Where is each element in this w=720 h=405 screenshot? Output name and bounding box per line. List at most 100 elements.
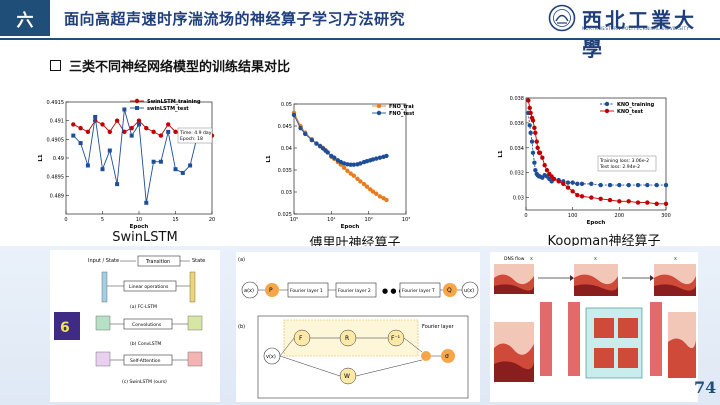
data-point — [635, 182, 641, 188]
data-point — [188, 163, 193, 168]
legend-marker — [376, 103, 382, 109]
f-label: F — [299, 335, 303, 342]
x-tick-label: 10³ — [402, 217, 410, 223]
data-point — [93, 114, 98, 119]
data-point — [635, 200, 641, 205]
data-point — [85, 129, 91, 135]
linear-ops-label: Linear operations — [129, 284, 169, 290]
data-point — [370, 157, 376, 162]
x-tick-label: 10⁰ — [290, 217, 298, 223]
data-point — [151, 159, 156, 164]
emblem-icon — [548, 4, 576, 32]
data-point — [100, 167, 105, 172]
y-tick-label: 0.04 — [281, 146, 292, 152]
data-point — [71, 133, 76, 138]
square-bullet-icon — [50, 60, 61, 71]
data-point — [551, 176, 557, 182]
x-tick-label: 0 — [64, 217, 67, 223]
x-tick-label: 20 — [209, 217, 215, 223]
legend-label: KNO_test — [617, 109, 644, 115]
legend-label: KNO_training — [617, 102, 655, 108]
data-point — [355, 176, 360, 181]
data-point — [122, 107, 127, 112]
kno-loss-chart: 0 100 200 300 0.03 0.032 0.034 0.036 0.038 Epoch L… — [498, 96, 671, 226]
data-point — [100, 122, 105, 127]
data-point — [309, 137, 315, 143]
data-point — [654, 201, 659, 206]
data-point — [384, 153, 389, 159]
x-tick-label: 300 — [661, 213, 671, 219]
r-label: R — [345, 335, 349, 342]
flow-field-3 — [654, 264, 696, 296]
flow-field-2 — [574, 264, 618, 296]
data-point — [107, 129, 113, 135]
vx-label: v(x) — [266, 354, 276, 360]
y-tick-label: 0.025 — [278, 212, 292, 218]
data-point — [663, 182, 669, 188]
data-point — [579, 194, 585, 199]
data-point — [115, 182, 120, 187]
data-point — [565, 180, 571, 185]
transition-label: Transition — [145, 259, 170, 265]
data-point — [358, 161, 363, 166]
x-axis-label: Epoch — [587, 220, 606, 226]
sigma-node — [441, 349, 455, 363]
annotation-text: Time: 4.9 day — [179, 130, 212, 136]
data-point — [575, 181, 580, 187]
y-tick-label: 0.489 — [50, 193, 64, 199]
data-point — [384, 197, 389, 203]
data-point — [527, 123, 532, 128]
legend-marker — [376, 110, 382, 116]
data-point — [533, 130, 538, 136]
data-point — [341, 165, 347, 170]
data-point — [348, 171, 353, 176]
annotation-box — [177, 127, 213, 144]
annotation-box — [597, 155, 657, 172]
encoder-block-2 — [568, 302, 580, 376]
y-tick-label: 0.032 — [510, 171, 524, 177]
kno-architecture-diagram: DNS flow x x x — [490, 252, 698, 402]
data-point — [528, 130, 533, 136]
data-point — [537, 150, 543, 155]
decoder-block — [650, 302, 662, 376]
annotation-text: Epoch: 18 — [180, 136, 203, 142]
y-tick-label: 0.4895 — [47, 175, 65, 181]
y-tick-label: 0.05 — [281, 102, 292, 108]
data-point — [626, 182, 631, 188]
logo-subtitle: NORTHWESTERN POLYTECHNICAL UNIVERSITY — [582, 26, 690, 31]
caption-kno: Koopman神经算子 — [547, 234, 661, 249]
data-point — [530, 118, 536, 123]
data-point — [535, 145, 540, 150]
x-tick-label: 200 — [615, 213, 625, 219]
slide-subtitle-text: 三类不同神经网络模型的训练结果对比 — [69, 60, 291, 75]
y-tick-label: 0.03 — [281, 190, 292, 196]
x-tick-label: 10 — [136, 217, 142, 223]
data-point — [129, 125, 134, 131]
data-point — [607, 182, 613, 188]
page-title: 面向高超声速时序湍流场的神经算子学习方法研究 — [64, 10, 406, 28]
flow-field-5 — [594, 318, 638, 368]
legend-label: swinLSTM_test — [147, 106, 189, 112]
data-point — [166, 122, 171, 127]
x-axis-label: Epoch — [130, 224, 149, 230]
w-label: W — [344, 373, 350, 380]
data-point — [332, 155, 337, 160]
svg-text:6: 6 — [60, 320, 70, 336]
fno-loss-chart: 10⁰ 10¹ 10² 10³ 0.025 0.03 0.035 0.04 0.045 0.05 E… — [266, 102, 414, 230]
header-divider — [0, 38, 720, 40]
data-point — [358, 179, 363, 184]
fno-architecture-diagram: (a) a(x) P Fourier layer 1 Fourier layer… — [236, 252, 480, 402]
legend-marker — [134, 98, 140, 104]
y-axis-label: L1 — [38, 154, 44, 162]
data-point — [158, 159, 163, 164]
data-point — [377, 194, 383, 199]
data-point — [351, 173, 357, 178]
flow-field-1 — [494, 264, 534, 294]
data-point — [107, 148, 112, 153]
fno-label-a: (a) — [238, 257, 245, 263]
data-point — [565, 185, 571, 190]
data-point — [528, 110, 533, 116]
data-point — [570, 189, 575, 194]
data-point — [663, 201, 669, 206]
data-point — [589, 181, 594, 187]
